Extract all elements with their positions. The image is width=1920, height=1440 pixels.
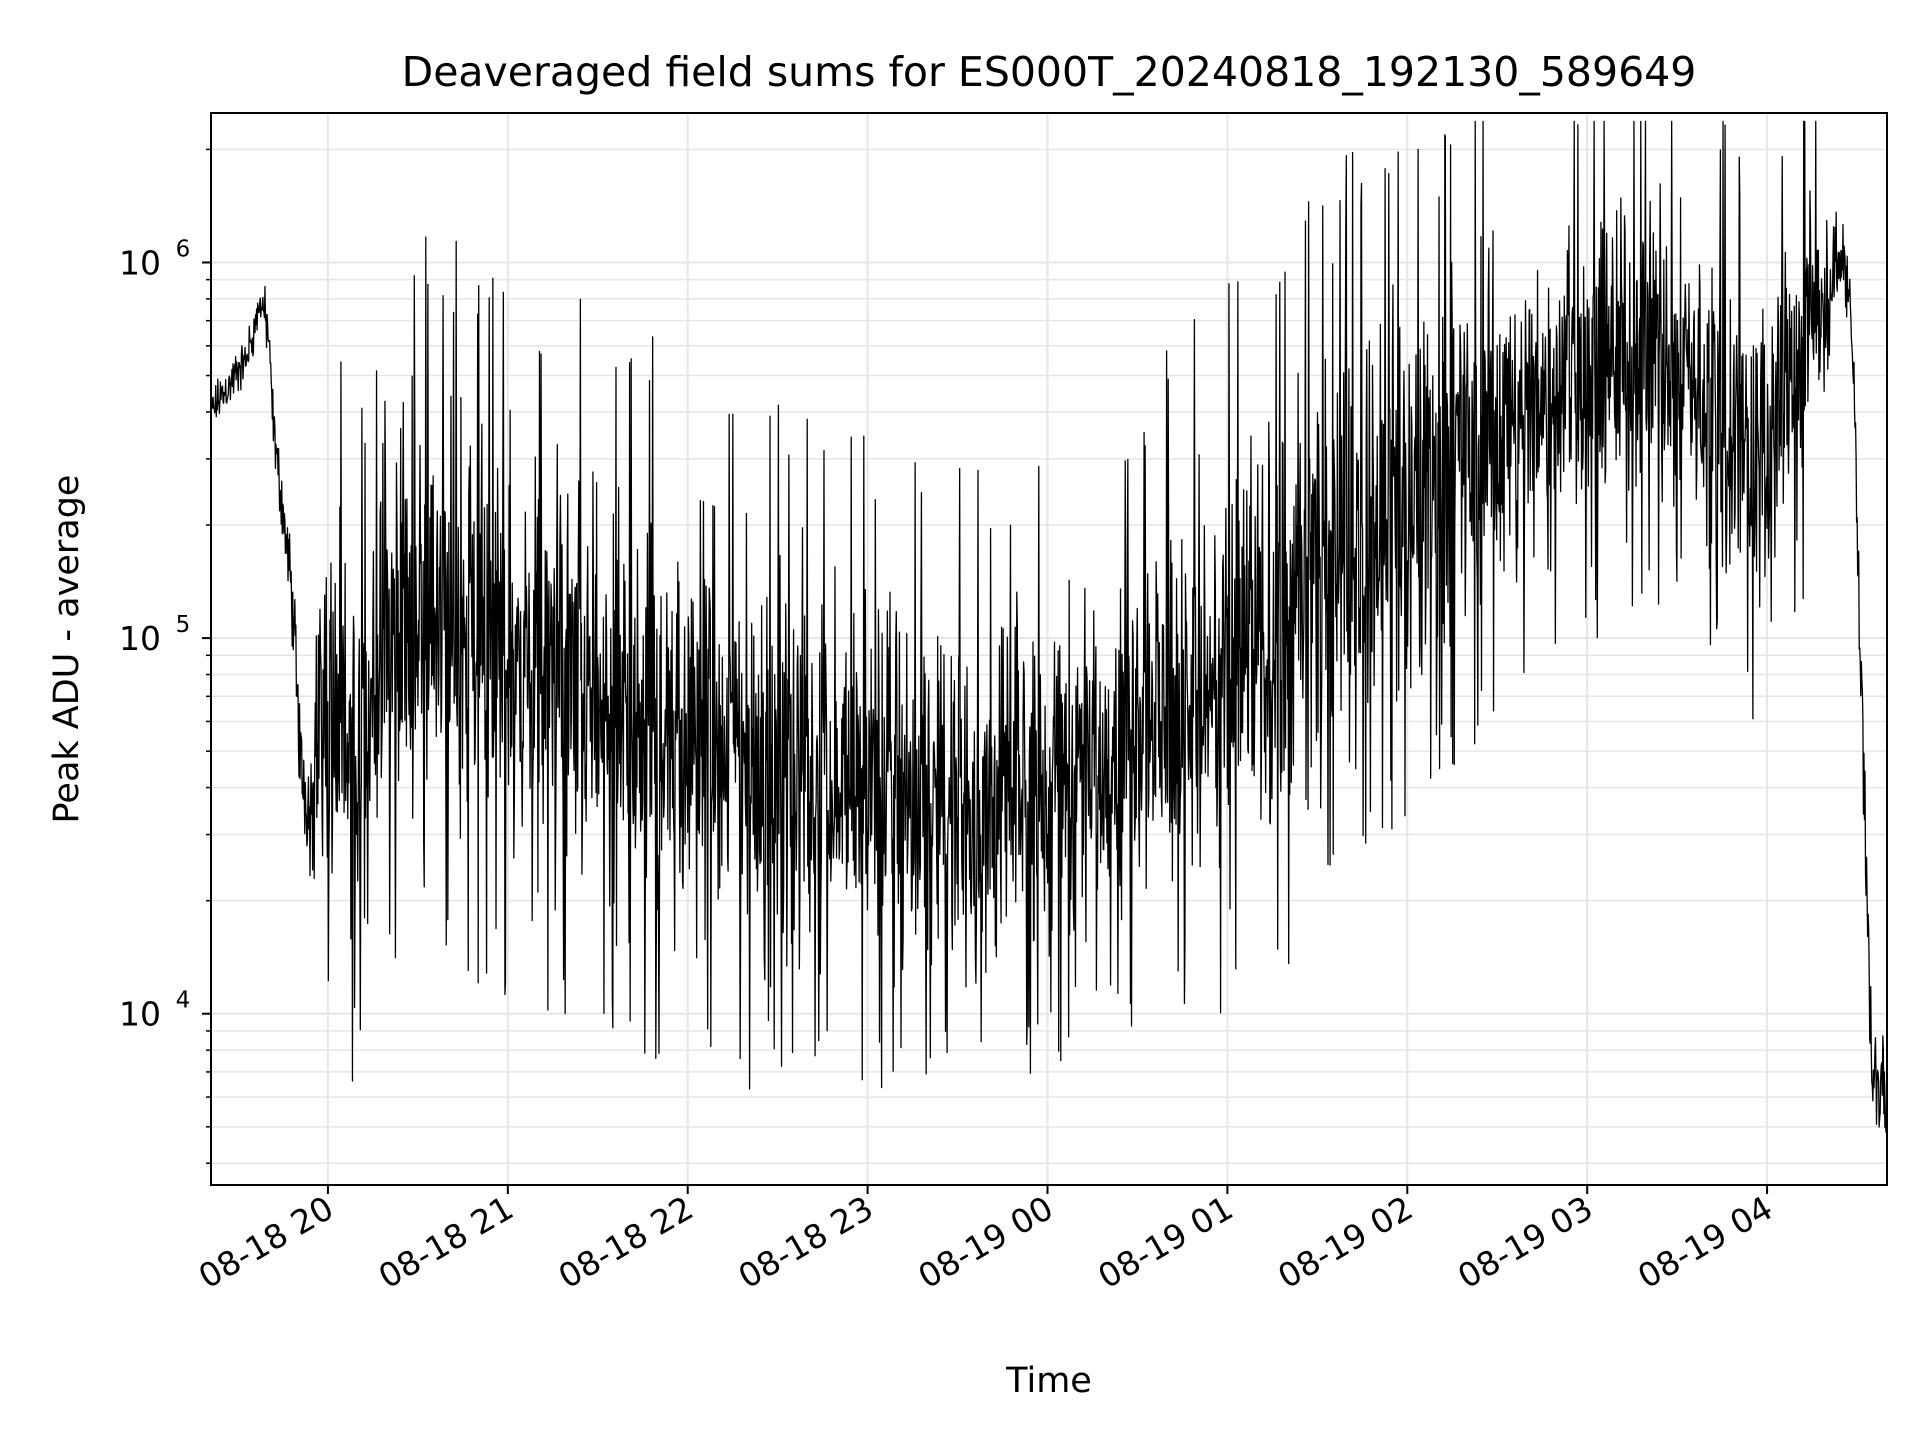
x-tick-label: 08-19 03 xyxy=(1451,1188,1599,1296)
x-axis-label: Time xyxy=(1005,1361,1092,1401)
y-tick-base: 10 xyxy=(119,995,161,1034)
x-tick-label: 08-19 01 xyxy=(1091,1188,1239,1296)
data-layer xyxy=(210,120,1888,1139)
y-tick-base: 10 xyxy=(119,619,161,658)
x-tick-label: 08-19 02 xyxy=(1271,1188,1419,1296)
y-axis-label: Peak ADU - average xyxy=(47,475,87,824)
x-tick-label: 08-18 21 xyxy=(372,1188,520,1296)
y-tick-exponent: 5 xyxy=(176,612,191,638)
y-tick-exponent: 4 xyxy=(176,988,191,1014)
x-tick-label: 08-19 04 xyxy=(1631,1188,1779,1296)
x-tick-label: 08-18 20 xyxy=(192,1188,340,1296)
x-tick-label: 08-19 00 xyxy=(912,1188,1060,1296)
y-tick-label: 10 xyxy=(119,995,161,1034)
plot-frame xyxy=(210,112,1888,1186)
chart-title: Deaveraged field sums for ES000T_2024081… xyxy=(402,48,1697,96)
x-tick-label: 08-18 22 xyxy=(552,1188,700,1296)
y-tick-label: 10 xyxy=(119,243,161,282)
grid xyxy=(211,113,1887,1185)
y-tick-base: 10 xyxy=(119,243,161,282)
y-tick-exponent: 6 xyxy=(176,236,191,262)
y-tick-label: 10 xyxy=(119,619,161,658)
x-tick-label: 08-18 23 xyxy=(732,1188,880,1296)
series-line xyxy=(210,120,1888,1139)
